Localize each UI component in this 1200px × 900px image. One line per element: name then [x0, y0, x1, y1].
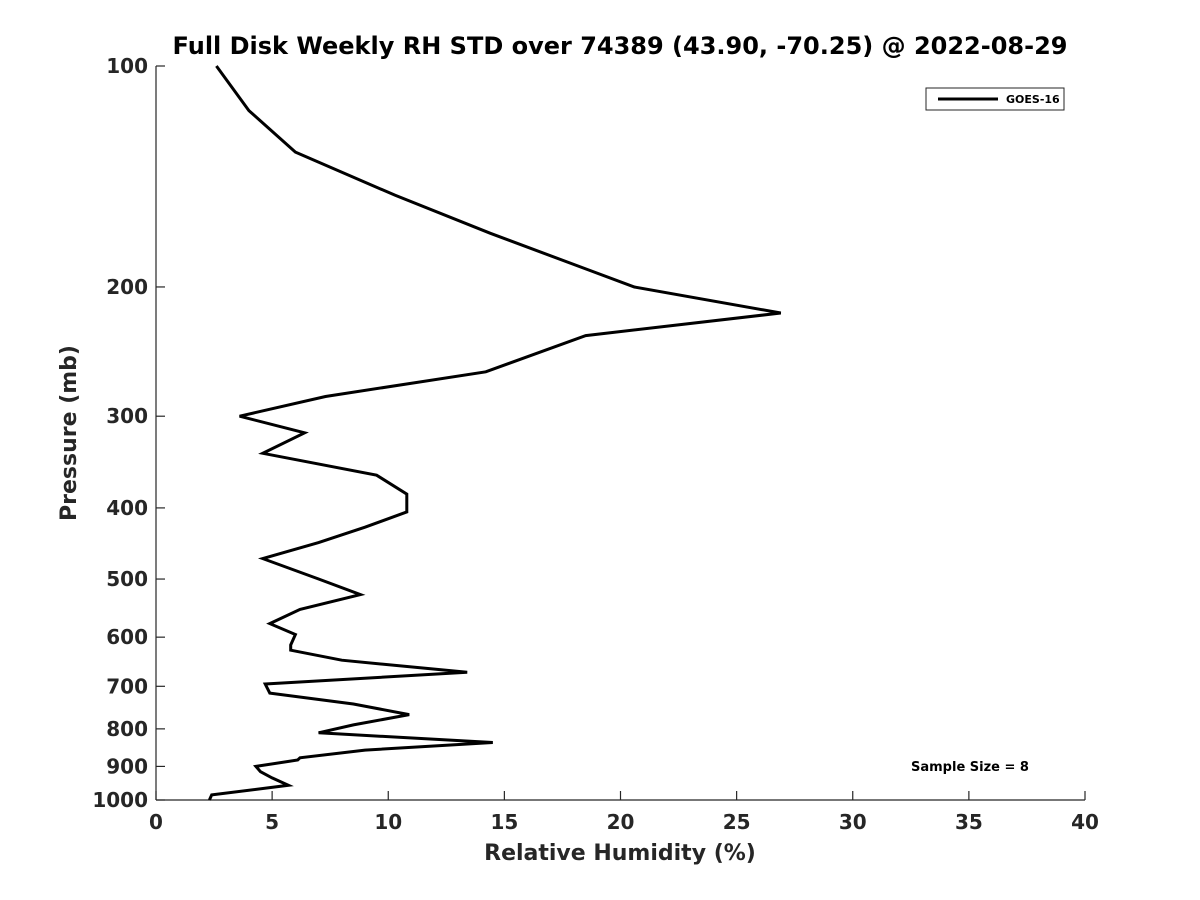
y-tick-label: 500: [106, 567, 148, 591]
legend-label-goes-16: GOES-16: [1006, 93, 1060, 106]
y-axis-label: Pressure (mb): [57, 345, 82, 521]
x-tick-label: 30: [839, 810, 867, 834]
y-tick-label: 400: [106, 496, 148, 520]
y-tick-label: 1000: [92, 788, 148, 812]
legend: GOES-16: [925, 87, 1065, 111]
chart-title: Full Disk Weekly RH STD over 74389 (43.9…: [173, 32, 1068, 60]
x-tick-label: 25: [723, 810, 751, 834]
y-tick-label: 900: [106, 754, 148, 778]
y-tick-label: 200: [106, 275, 148, 299]
y-tick-label: 300: [106, 404, 148, 428]
x-tick-label: 5: [265, 810, 279, 834]
x-ticks: 0 5 10 15 20 25 30 35 40: [149, 791, 1099, 834]
y-tick-label: 800: [106, 717, 148, 741]
x-tick-label: 0: [149, 810, 163, 834]
x-tick-label: 15: [490, 810, 518, 834]
y-tick-label: 700: [106, 674, 148, 698]
x-tick-label: 20: [607, 810, 635, 834]
x-tick-label: 40: [1071, 810, 1099, 834]
series-group: [208, 65, 782, 801]
y-ticks: 100 200 300 400 500 600 700 800 900 1000: [92, 54, 165, 812]
sample-size-annotation: Sample Size = 8: [911, 760, 1029, 775]
y-tick-label: 600: [106, 625, 148, 649]
series-line-goes-16: [208, 65, 782, 801]
x-tick-label: 35: [955, 810, 983, 834]
x-axis-label: Relative Humidity (%): [484, 841, 756, 866]
y-tick-label: 100: [106, 54, 148, 78]
x-tick-label: 10: [374, 810, 402, 834]
